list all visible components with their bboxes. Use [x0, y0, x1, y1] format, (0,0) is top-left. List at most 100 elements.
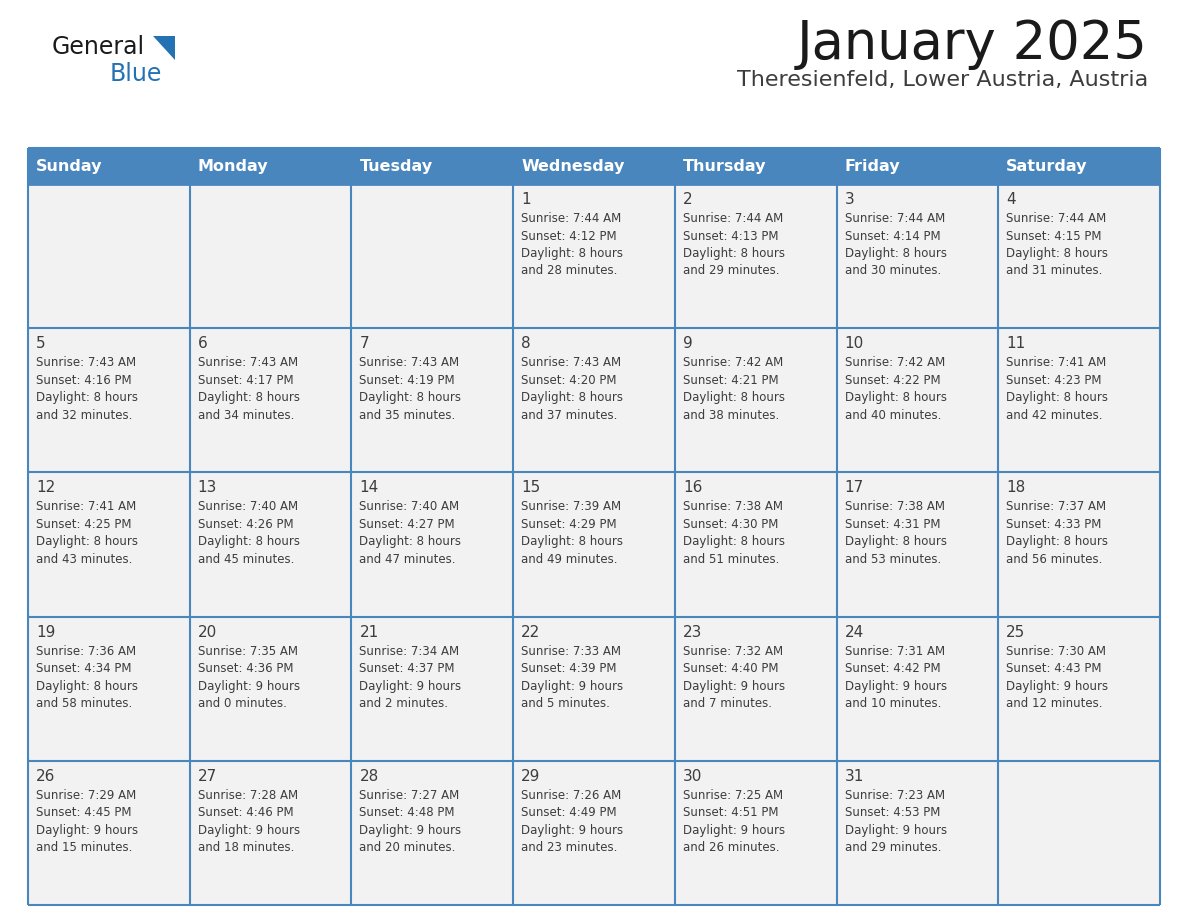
Bar — [998, 329, 1159, 473]
Text: Sunrise: 7:36 AM
Sunset: 4:34 PM
Daylight: 8 hours
and 58 minutes.: Sunrise: 7:36 AM Sunset: 4:34 PM Dayligh… — [36, 644, 138, 711]
Bar — [29, 148, 190, 184]
Text: Sunrise: 7:38 AM
Sunset: 4:30 PM
Daylight: 8 hours
and 51 minutes.: Sunrise: 7:38 AM Sunset: 4:30 PM Dayligh… — [683, 500, 785, 565]
Text: 2: 2 — [683, 192, 693, 207]
Text: 18: 18 — [1006, 480, 1025, 496]
Text: Sunrise: 7:34 AM
Sunset: 4:37 PM
Daylight: 9 hours
and 2 minutes.: Sunrise: 7:34 AM Sunset: 4:37 PM Dayligh… — [360, 644, 462, 711]
Text: Sunrise: 7:44 AM
Sunset: 4:15 PM
Daylight: 8 hours
and 31 minutes.: Sunrise: 7:44 AM Sunset: 4:15 PM Dayligh… — [1006, 212, 1108, 277]
Text: 17: 17 — [845, 480, 864, 496]
Text: Sunrise: 7:26 AM
Sunset: 4:49 PM
Daylight: 9 hours
and 23 minutes.: Sunrise: 7:26 AM Sunset: 4:49 PM Dayligh… — [522, 789, 624, 855]
Text: 23: 23 — [683, 624, 702, 640]
Text: 3: 3 — [845, 192, 854, 207]
Text: 1: 1 — [522, 192, 531, 207]
Text: Theresienfeld, Lower Austria, Austria: Theresienfeld, Lower Austria, Austria — [737, 70, 1148, 90]
Text: Sunrise: 7:44 AM
Sunset: 4:13 PM
Daylight: 8 hours
and 29 minutes.: Sunrise: 7:44 AM Sunset: 4:13 PM Dayligh… — [683, 212, 785, 277]
Text: Sunrise: 7:28 AM
Sunset: 4:46 PM
Daylight: 9 hours
and 18 minutes.: Sunrise: 7:28 AM Sunset: 4:46 PM Dayligh… — [197, 789, 299, 855]
Bar — [836, 473, 998, 617]
Text: Sunrise: 7:30 AM
Sunset: 4:43 PM
Daylight: 9 hours
and 12 minutes.: Sunrise: 7:30 AM Sunset: 4:43 PM Dayligh… — [1006, 644, 1108, 711]
Text: 9: 9 — [683, 336, 693, 352]
Text: 12: 12 — [36, 480, 56, 496]
Text: 5: 5 — [36, 336, 45, 352]
Text: Sunrise: 7:31 AM
Sunset: 4:42 PM
Daylight: 9 hours
and 10 minutes.: Sunrise: 7:31 AM Sunset: 4:42 PM Dayligh… — [845, 644, 947, 711]
Text: Sunrise: 7:42 AM
Sunset: 4:22 PM
Daylight: 8 hours
and 40 minutes.: Sunrise: 7:42 AM Sunset: 4:22 PM Dayligh… — [845, 356, 947, 421]
Text: Sunrise: 7:25 AM
Sunset: 4:51 PM
Daylight: 9 hours
and 26 minutes.: Sunrise: 7:25 AM Sunset: 4:51 PM Dayligh… — [683, 789, 785, 855]
Bar — [998, 617, 1159, 761]
Text: Sunrise: 7:35 AM
Sunset: 4:36 PM
Daylight: 9 hours
and 0 minutes.: Sunrise: 7:35 AM Sunset: 4:36 PM Dayligh… — [197, 644, 299, 711]
Bar — [352, 184, 513, 329]
Text: Sunrise: 7:29 AM
Sunset: 4:45 PM
Daylight: 9 hours
and 15 minutes.: Sunrise: 7:29 AM Sunset: 4:45 PM Dayligh… — [36, 789, 138, 855]
Text: Friday: Friday — [845, 159, 901, 174]
Text: 4: 4 — [1006, 192, 1016, 207]
Bar — [836, 148, 998, 184]
Bar — [513, 617, 675, 761]
Bar — [675, 617, 836, 761]
Text: 6: 6 — [197, 336, 208, 352]
Text: 11: 11 — [1006, 336, 1025, 352]
Text: Saturday: Saturday — [1006, 159, 1088, 174]
Text: Sunrise: 7:43 AM
Sunset: 4:17 PM
Daylight: 8 hours
and 34 minutes.: Sunrise: 7:43 AM Sunset: 4:17 PM Dayligh… — [197, 356, 299, 421]
Bar — [352, 148, 513, 184]
Text: Monday: Monday — [197, 159, 268, 174]
Bar — [998, 184, 1159, 329]
Text: Sunrise: 7:44 AM
Sunset: 4:12 PM
Daylight: 8 hours
and 28 minutes.: Sunrise: 7:44 AM Sunset: 4:12 PM Dayligh… — [522, 212, 624, 277]
Bar — [675, 761, 836, 905]
Text: Sunrise: 7:27 AM
Sunset: 4:48 PM
Daylight: 9 hours
and 20 minutes.: Sunrise: 7:27 AM Sunset: 4:48 PM Dayligh… — [360, 789, 462, 855]
Text: 8: 8 — [522, 336, 531, 352]
Text: Blue: Blue — [110, 62, 163, 86]
Bar — [675, 148, 836, 184]
Polygon shape — [153, 36, 175, 60]
Bar — [29, 184, 190, 329]
Bar — [352, 761, 513, 905]
Bar — [836, 761, 998, 905]
Text: Sunrise: 7:32 AM
Sunset: 4:40 PM
Daylight: 9 hours
and 7 minutes.: Sunrise: 7:32 AM Sunset: 4:40 PM Dayligh… — [683, 644, 785, 711]
Bar — [190, 761, 352, 905]
Text: 10: 10 — [845, 336, 864, 352]
Text: Sunrise: 7:42 AM
Sunset: 4:21 PM
Daylight: 8 hours
and 38 minutes.: Sunrise: 7:42 AM Sunset: 4:21 PM Dayligh… — [683, 356, 785, 421]
Bar — [352, 617, 513, 761]
Bar — [513, 473, 675, 617]
Text: 20: 20 — [197, 624, 217, 640]
Bar — [836, 329, 998, 473]
Text: Sunrise: 7:44 AM
Sunset: 4:14 PM
Daylight: 8 hours
and 30 minutes.: Sunrise: 7:44 AM Sunset: 4:14 PM Dayligh… — [845, 212, 947, 277]
Text: Sunrise: 7:23 AM
Sunset: 4:53 PM
Daylight: 9 hours
and 29 minutes.: Sunrise: 7:23 AM Sunset: 4:53 PM Dayligh… — [845, 789, 947, 855]
Text: Sunrise: 7:33 AM
Sunset: 4:39 PM
Daylight: 9 hours
and 5 minutes.: Sunrise: 7:33 AM Sunset: 4:39 PM Dayligh… — [522, 644, 624, 711]
Bar — [998, 761, 1159, 905]
Text: Thursday: Thursday — [683, 159, 766, 174]
Bar — [190, 148, 352, 184]
Text: Wednesday: Wednesday — [522, 159, 625, 174]
Bar — [513, 329, 675, 473]
Bar — [29, 761, 190, 905]
Bar — [998, 148, 1159, 184]
Text: 24: 24 — [845, 624, 864, 640]
Bar — [998, 473, 1159, 617]
Text: Sunrise: 7:41 AM
Sunset: 4:23 PM
Daylight: 8 hours
and 42 minutes.: Sunrise: 7:41 AM Sunset: 4:23 PM Dayligh… — [1006, 356, 1108, 421]
Bar — [513, 148, 675, 184]
Text: Sunrise: 7:40 AM
Sunset: 4:27 PM
Daylight: 8 hours
and 47 minutes.: Sunrise: 7:40 AM Sunset: 4:27 PM Dayligh… — [360, 500, 461, 565]
Text: Sunday: Sunday — [36, 159, 102, 174]
Text: Sunrise: 7:39 AM
Sunset: 4:29 PM
Daylight: 8 hours
and 49 minutes.: Sunrise: 7:39 AM Sunset: 4:29 PM Dayligh… — [522, 500, 624, 565]
Bar — [29, 329, 190, 473]
Bar — [190, 329, 352, 473]
Text: 30: 30 — [683, 768, 702, 784]
Text: Sunrise: 7:37 AM
Sunset: 4:33 PM
Daylight: 8 hours
and 56 minutes.: Sunrise: 7:37 AM Sunset: 4:33 PM Dayligh… — [1006, 500, 1108, 565]
Text: 15: 15 — [522, 480, 541, 496]
Text: Sunrise: 7:41 AM
Sunset: 4:25 PM
Daylight: 8 hours
and 43 minutes.: Sunrise: 7:41 AM Sunset: 4:25 PM Dayligh… — [36, 500, 138, 565]
Text: General: General — [52, 35, 145, 59]
Text: Sunrise: 7:43 AM
Sunset: 4:20 PM
Daylight: 8 hours
and 37 minutes.: Sunrise: 7:43 AM Sunset: 4:20 PM Dayligh… — [522, 356, 624, 421]
Bar — [352, 473, 513, 617]
Bar — [190, 473, 352, 617]
Text: 28: 28 — [360, 768, 379, 784]
Bar — [675, 473, 836, 617]
Text: Sunrise: 7:38 AM
Sunset: 4:31 PM
Daylight: 8 hours
and 53 minutes.: Sunrise: 7:38 AM Sunset: 4:31 PM Dayligh… — [845, 500, 947, 565]
Text: 29: 29 — [522, 768, 541, 784]
Bar — [190, 184, 352, 329]
Text: 27: 27 — [197, 768, 217, 784]
Bar — [513, 761, 675, 905]
Bar — [675, 329, 836, 473]
Text: 16: 16 — [683, 480, 702, 496]
Text: Sunrise: 7:40 AM
Sunset: 4:26 PM
Daylight: 8 hours
and 45 minutes.: Sunrise: 7:40 AM Sunset: 4:26 PM Dayligh… — [197, 500, 299, 565]
Text: Sunrise: 7:43 AM
Sunset: 4:19 PM
Daylight: 8 hours
and 35 minutes.: Sunrise: 7:43 AM Sunset: 4:19 PM Dayligh… — [360, 356, 461, 421]
Text: January 2025: January 2025 — [797, 18, 1148, 70]
Bar — [675, 184, 836, 329]
Text: Tuesday: Tuesday — [360, 159, 432, 174]
Text: 31: 31 — [845, 768, 864, 784]
